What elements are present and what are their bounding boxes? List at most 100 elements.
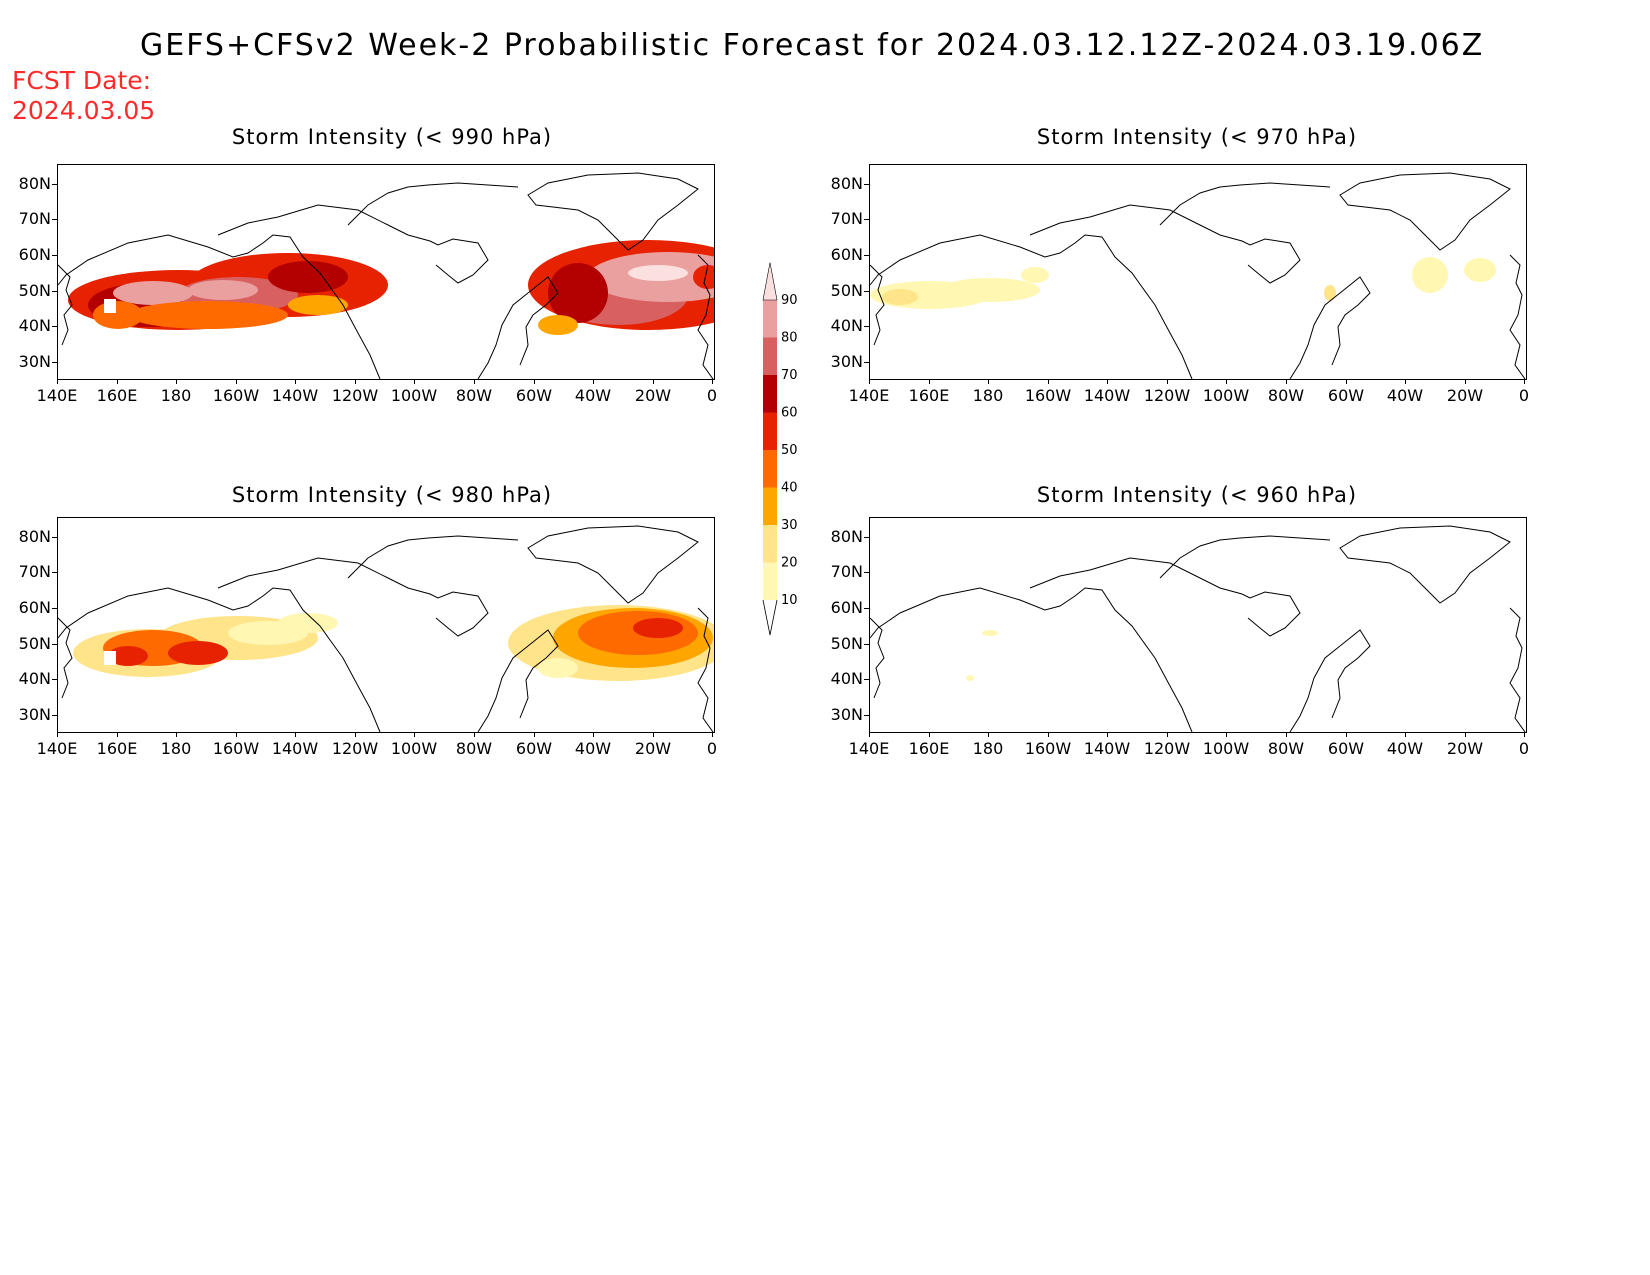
coastline-segment-1-6 [870, 264, 885, 346]
lon-tick-label-2-9: 40W [574, 739, 612, 758]
lon-tick-label-3-0: 140E [848, 739, 890, 758]
lat-tick-label-3-2: 60N [830, 598, 863, 617]
lon-tick-1-0 [869, 379, 870, 384]
lon-tick-3-5 [1167, 732, 1168, 737]
lon-tick-label-0-6: 100W [390, 386, 438, 405]
lon-tick-2-7 [474, 732, 475, 737]
map-panel-990 [57, 164, 715, 380]
forecast-date-value: 2024.03.05 [12, 96, 156, 125]
lat-tick-label-1-1: 70N [830, 209, 863, 228]
colorbar-label-90: 90 [781, 293, 798, 308]
lat-tick-label-3-0: 80N [830, 527, 863, 546]
lon-tick-2-2 [176, 732, 177, 737]
colorbar-label-10: 10 [781, 593, 798, 608]
lat-tick-label-1-4: 40N [830, 316, 863, 335]
lat-tick-label-2-4: 40N [18, 669, 51, 688]
map-svg-3 [870, 525, 1526, 732]
panel-title-990: Storm Intensity (< 990 hPa) [231, 125, 553, 149]
lat-tick-label-0-3: 50N [18, 281, 51, 300]
missing-data-cell-0-0 [104, 299, 116, 313]
probability-field-2 [73, 605, 714, 681]
colorbar-swatch-4 [763, 412, 777, 450]
lat-tick-label-0-4: 40N [18, 316, 51, 335]
lon-tick-label-1-11: 0 [1518, 386, 1530, 405]
lon-tick-2-1 [117, 732, 118, 737]
colorbar-swatch-7 [763, 300, 777, 338]
lat-tick-2-0 [52, 537, 57, 538]
coastline-segment-0-1 [477, 276, 559, 379]
map-panel-980 [57, 517, 715, 733]
coastline-segment-1-1 [1289, 276, 1371, 379]
lon-tick-1-3 [1048, 379, 1049, 384]
lon-tick-label-1-4: 140W [1083, 386, 1131, 405]
lon-tick-label-2-6: 100W [390, 739, 438, 758]
lon-tick-label-0-11: 0 [706, 386, 718, 405]
map-panel-960 [869, 517, 1527, 733]
lat-tick-label-1-5: 30N [830, 352, 863, 371]
lon-tick-0-4 [295, 379, 296, 384]
coastlines-1 [870, 172, 1526, 379]
lat-tick-label-1-0: 80N [830, 174, 863, 193]
coastlines-2 [58, 525, 714, 732]
probability-area-1-1 [940, 278, 1040, 302]
lat-tick-label-3-4: 40N [830, 669, 863, 688]
lat-tick-3-5 [864, 715, 869, 716]
coastline-segment-3-0 [870, 587, 1193, 732]
colorbar-swatch-3 [763, 450, 777, 488]
lat-tick-label-0-2: 60N [18, 245, 51, 264]
probability-field-0 [68, 240, 714, 335]
probability-area-1-4 [1412, 257, 1448, 293]
map-svg-2 [58, 525, 714, 732]
lat-tick-1-0 [864, 184, 869, 185]
coastline-segment-0-2 [217, 204, 489, 284]
lon-tick-0-5 [355, 379, 356, 384]
lat-tick-3-3 [864, 644, 869, 645]
lon-tick-label-0-1: 160E [96, 386, 138, 405]
lon-tick-0-7 [474, 379, 475, 384]
lon-tick-label-3-7: 80W [1267, 739, 1305, 758]
lon-tick-2-0 [57, 732, 58, 737]
lat-tick-label-2-3: 50N [18, 634, 51, 653]
colorbar: 10 20 30 40 50 60 70 80 90 [762, 262, 798, 636]
lon-tick-2-5 [355, 732, 356, 737]
probability-field-3 [966, 630, 998, 681]
lat-tick-label-1-2: 60N [830, 245, 863, 264]
coastline-segment-3-6 [870, 617, 885, 699]
lon-tick-1-8 [1346, 379, 1347, 384]
colorbar-swatch-6 [763, 337, 777, 375]
lon-tick-label-1-3: 160W [1024, 386, 1072, 405]
coastline-segment-0-5 [697, 254, 714, 379]
lon-tick-label-2-7: 80W [455, 739, 493, 758]
coastline-segment-2-4 [527, 525, 699, 604]
lon-tick-label-3-6: 100W [1202, 739, 1250, 758]
lon-tick-label-1-6: 100W [1202, 386, 1250, 405]
lat-tick-2-1 [52, 572, 57, 573]
probability-area-1-2 [882, 289, 918, 305]
lon-tick-label-3-5: 120W [1143, 739, 1191, 758]
colorbar-label-50: 50 [781, 443, 798, 458]
lon-tick-1-10 [1465, 379, 1466, 384]
lat-tick-0-3 [52, 291, 57, 292]
coastline-segment-3-4 [1339, 525, 1511, 604]
lat-tick-label-0-1: 70N [18, 209, 51, 228]
probability-area-0-5 [113, 281, 193, 305]
lon-tick-label-0-8: 60W [515, 386, 553, 405]
lon-tick-1-4 [1107, 379, 1108, 384]
colorbar-swatch-2 [763, 487, 777, 525]
lat-tick-3-2 [864, 608, 869, 609]
coastline-segment-3-5 [1509, 607, 1526, 732]
lat-tick-3-1 [864, 572, 869, 573]
lon-tick-3-1 [929, 732, 930, 737]
probability-area-0-14 [548, 263, 608, 323]
coastline-segment-0-4 [527, 172, 699, 251]
lat-tick-0-4 [52, 326, 57, 327]
lon-tick-2-4 [295, 732, 296, 737]
lon-tick-0-8 [534, 379, 535, 384]
panel-title-980: Storm Intensity (< 980 hPa) [231, 483, 553, 507]
lat-tick-label-0-0: 80N [18, 174, 51, 193]
lat-tick-label-2-1: 70N [18, 562, 51, 581]
lon-tick-label-3-8: 60W [1327, 739, 1365, 758]
coastlines-0 [58, 172, 714, 379]
colorbar-lower-extension [762, 599, 778, 636]
lon-tick-label-3-11: 0 [1518, 739, 1530, 758]
